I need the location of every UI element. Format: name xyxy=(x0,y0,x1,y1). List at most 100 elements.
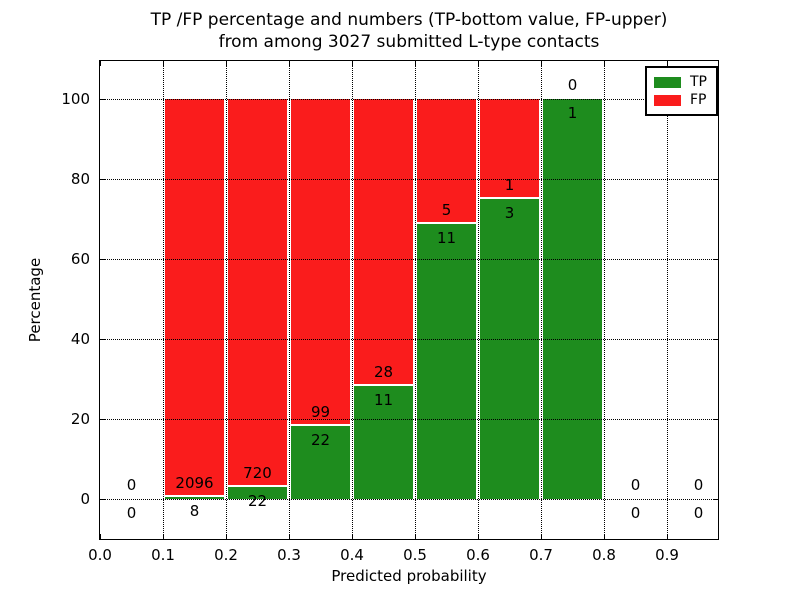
x-tick-top xyxy=(541,61,542,66)
fp-count-label: 0 xyxy=(126,476,137,494)
y-tick-right xyxy=(713,499,718,500)
x-tick-bottom xyxy=(667,534,668,539)
fp-bar-segment xyxy=(354,99,413,387)
x-tick-label: 0.5 xyxy=(403,546,427,564)
x-tick-bottom xyxy=(541,534,542,539)
v-gridline xyxy=(415,61,416,539)
y-tick-right xyxy=(713,179,718,180)
tp-legend-swatch xyxy=(654,76,681,88)
fp-count-label: 99 xyxy=(310,403,331,422)
fp-count-label: 2096 xyxy=(175,474,214,493)
x-tick-label: 0.6 xyxy=(466,546,490,564)
h-gridline xyxy=(100,339,718,340)
x-tick-label: 0.1 xyxy=(151,546,175,564)
x-tick-top xyxy=(100,61,101,66)
x-tick-top xyxy=(289,61,290,66)
tp-legend-label: TP xyxy=(690,74,707,90)
fp-bar-segment xyxy=(165,99,224,498)
x-tick-bottom xyxy=(415,534,416,539)
y-tick-right xyxy=(713,339,718,340)
x-tick-top xyxy=(226,61,227,66)
v-gridline xyxy=(226,61,227,539)
x-tick-top xyxy=(352,61,353,66)
tp-count-label: 22 xyxy=(310,431,331,450)
v-gridline xyxy=(478,61,479,539)
x-tick-label: 0.4 xyxy=(340,546,364,564)
y-tick-left xyxy=(100,179,105,180)
fp-bar-segment xyxy=(417,99,476,224)
x-tick-top xyxy=(604,61,605,66)
v-gridline xyxy=(352,61,353,539)
y-tick-label: 20 xyxy=(70,410,90,428)
legend: TP FP xyxy=(645,66,718,116)
x-tick-top xyxy=(667,61,668,66)
v-gridline xyxy=(289,61,290,539)
fp-legend-swatch xyxy=(654,94,681,106)
fp-bar-segment xyxy=(291,99,350,427)
y-tick-label: 60 xyxy=(70,250,90,268)
x-tick-bottom xyxy=(352,534,353,539)
tp-bar-segment xyxy=(165,497,224,499)
h-gridline xyxy=(100,499,718,500)
tp-count-label: 0 xyxy=(693,504,704,522)
x-tick-bottom xyxy=(163,534,164,539)
tp-count-label: 0 xyxy=(126,504,137,522)
tp-bar-segment xyxy=(354,386,413,499)
x-tick-label: 0.2 xyxy=(214,546,238,564)
h-gridline xyxy=(100,419,718,420)
y-tick-left xyxy=(100,99,105,100)
tp-count-label: 3 xyxy=(504,204,515,222)
x-tick-bottom xyxy=(289,534,290,539)
fp-bar-segment xyxy=(228,99,287,488)
x-tick-top xyxy=(415,61,416,66)
x-tick-bottom xyxy=(604,534,605,539)
tp-count-label: 11 xyxy=(436,229,457,247)
y-tick-label: 80 xyxy=(70,170,90,188)
h-gridline xyxy=(100,99,718,100)
y-tick-label: 40 xyxy=(70,330,90,348)
chart-title-line2: from among 3027 submitted L-type contact… xyxy=(218,32,600,52)
fp-count-label: 0 xyxy=(630,476,641,494)
legend-row-tp: TP xyxy=(654,73,709,91)
fp-count-label: 720 xyxy=(243,464,272,483)
y-tick-left xyxy=(100,499,105,500)
tp-count-label: 1 xyxy=(567,104,578,122)
x-tick-bottom xyxy=(478,534,479,539)
v-gridline xyxy=(163,61,164,539)
plot-area: 0 0 2096 8 720 22 99 22 28 11 5 11 1 3 0 1 0 0 0 0 xyxy=(99,60,719,540)
x-tick-label: 0.7 xyxy=(529,546,553,564)
fp-count-label: 0 xyxy=(567,76,578,94)
x-tick-top xyxy=(478,61,479,66)
x-tick-bottom xyxy=(226,534,227,539)
v-gridline xyxy=(604,61,605,539)
x-tick-label: 0.3 xyxy=(277,546,301,564)
y-tick-left xyxy=(100,259,105,260)
fp-count-label: 5 xyxy=(441,201,452,219)
h-gridline xyxy=(100,179,718,180)
x-tick-label: 0.8 xyxy=(592,546,616,564)
tp-bar-segment xyxy=(417,224,476,499)
tp-bar-segment xyxy=(480,199,539,499)
y-tick-left xyxy=(100,339,105,340)
fp-bar-segment xyxy=(480,99,539,199)
x-tick-top xyxy=(163,61,164,66)
legend-row-fp: FP xyxy=(654,91,709,109)
tp-count-label: 0 xyxy=(630,504,641,522)
y-tick-right xyxy=(713,259,718,260)
chart-title: TP /FP percentage and numbers (TP-bottom… xyxy=(99,9,719,53)
tp-bar-segment xyxy=(228,487,287,499)
fp-legend-label: FP xyxy=(690,92,707,108)
tp-count-label: 11 xyxy=(373,391,394,410)
y-tick-label: 0 xyxy=(80,490,90,508)
fp-count-label: 1 xyxy=(504,176,515,194)
tp-bar-segment xyxy=(291,426,350,499)
x-axis-label: Predicted probability xyxy=(331,567,487,585)
v-gridline xyxy=(541,61,542,539)
y-tick-left xyxy=(100,419,105,420)
fp-count-label: 28 xyxy=(373,363,394,382)
v-gridline xyxy=(667,61,668,539)
x-tick-label: 0.9 xyxy=(655,546,679,564)
x-tick-bottom xyxy=(100,534,101,539)
chart-title-line1: TP /FP percentage and numbers (TP-bottom… xyxy=(150,10,668,30)
